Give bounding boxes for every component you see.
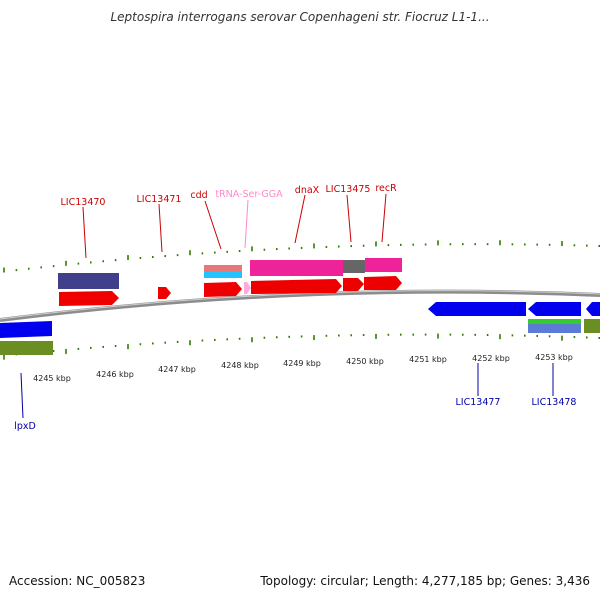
scale-label: 4250 kbp <box>346 357 384 366</box>
scale-label: 4248 kbp <box>221 361 259 370</box>
gene-label-dnax[interactable]: dnaX <box>295 185 320 196</box>
lic13470-cds-arrow[interactable] <box>59 291 119 306</box>
lic13471-cds-arrow[interactable] <box>158 287 171 299</box>
scale-label: 4253 kbp <box>535 353 573 362</box>
lic13478-feature-band-blue[interactable] <box>528 324 581 333</box>
accession-text: Accession: NC_005823 <box>9 574 146 588</box>
lpxd-leader-line <box>20 372 24 419</box>
lic13478-gene-arrow[interactable] <box>528 302 581 316</box>
gene-label-lic13478[interactable]: LIC13478 <box>532 397 577 408</box>
tick-row-bottom <box>3 333 600 360</box>
recr-cds-arrow[interactable] <box>364 276 402 290</box>
scale-label: 4252 kbp <box>472 354 510 363</box>
gene-label-cdd[interactable]: cdd <box>190 190 207 201</box>
genome-summary-text: Topology: circular; Length: 4,277,185 bp… <box>260 574 590 588</box>
tick-row-top <box>3 240 600 273</box>
next-gene-arrow[interactable] <box>586 302 600 316</box>
genome-backbone-highlight <box>0 290 600 320</box>
lic13471-leader-line <box>158 203 163 253</box>
lic13475-cds-arrow[interactable] <box>343 278 364 291</box>
lic13478-feature-band-green[interactable] <box>528 319 581 324</box>
gene-label-trna-ser-gga[interactable]: tRNA-Ser-GGA <box>215 189 283 200</box>
cdd-feature-band-bottom[interactable] <box>204 271 242 278</box>
gene-label-lic13470[interactable]: LIC13470 <box>61 197 106 208</box>
scale-label: 4247 kbp <box>158 365 196 374</box>
gene-label-lpxd[interactable]: lpxD <box>14 421 36 432</box>
gene-label-lic13477[interactable]: LIC13477 <box>456 397 501 408</box>
genome-backbone <box>0 289 600 322</box>
lic13470-feature-band[interactable] <box>58 273 119 289</box>
lpxd-feature-band[interactable] <box>0 341 53 355</box>
scale-label: 4251 kbp <box>409 355 447 364</box>
next-feature-band[interactable] <box>584 319 600 333</box>
lic13477-gene-arrow[interactable] <box>428 302 526 316</box>
lic13475-leader-line <box>346 194 352 243</box>
dnax-feature-band[interactable] <box>250 260 343 276</box>
lic13475-feature-band[interactable] <box>343 260 365 273</box>
lic13470-leader-line <box>82 206 87 259</box>
gene-label-lic13471[interactable]: LIC13471 <box>137 194 182 205</box>
recr-feature-band[interactable] <box>365 258 402 272</box>
scale-label: 4245 kbp <box>33 374 71 383</box>
gene-label-lic13475[interactable]: LIC13475 <box>326 184 371 195</box>
dnax-cds-arrow[interactable] <box>251 279 342 294</box>
trna-ser-gga-arrow[interactable] <box>244 282 251 294</box>
map-title: Leptospira interrogans serovar Copenhage… <box>110 10 490 24</box>
lpxd-gene-arrow[interactable] <box>0 321 52 338</box>
trna-ser-gga-leader-line <box>244 199 249 249</box>
cdd-cds-arrow[interactable] <box>204 282 242 297</box>
cdd-feature-band-top[interactable] <box>204 265 242 271</box>
cdd-leader-line <box>204 200 222 250</box>
scale-label: 4249 kbp <box>283 359 321 368</box>
scale-label: 4246 kbp <box>96 370 134 379</box>
tick-labels: 4245 kbp 4246 kbp 4247 kbp 4248 kbp 4249 kbp… <box>33 353 573 383</box>
dnax-leader-line <box>294 194 306 244</box>
gene-label-recr[interactable]: recR <box>375 183 397 194</box>
recr-leader-line <box>381 193 387 243</box>
